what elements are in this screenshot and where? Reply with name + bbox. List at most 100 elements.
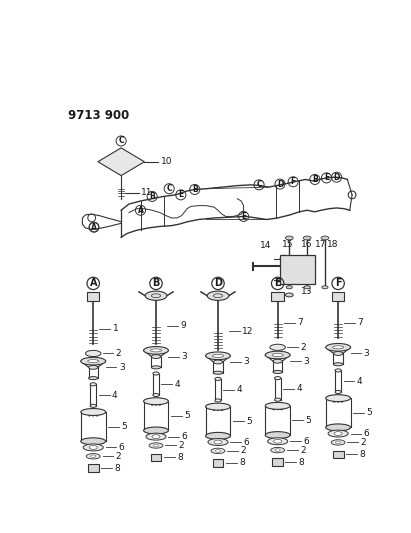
Ellipse shape [321,236,329,240]
Text: C: C [166,184,172,193]
Text: 8: 8 [177,453,182,462]
Text: 2: 2 [240,446,246,455]
Text: 3: 3 [119,363,125,372]
Ellipse shape [215,449,220,452]
Ellipse shape [86,454,100,459]
Bar [88,464,99,472]
Text: 8: 8 [299,457,305,466]
Ellipse shape [146,433,166,440]
Ellipse shape [215,399,221,402]
Ellipse shape [333,363,343,366]
Text: 2: 2 [116,452,121,461]
Text: 2: 2 [178,441,184,450]
Text: E: E [324,173,329,182]
Bar [150,454,162,461]
Ellipse shape [206,432,231,439]
Ellipse shape [90,405,96,407]
Circle shape [159,403,161,406]
Ellipse shape [143,346,169,354]
Text: 8: 8 [359,450,365,459]
Polygon shape [87,292,99,301]
Ellipse shape [274,439,282,443]
Text: E: E [275,278,281,288]
Text: 6: 6 [303,437,309,446]
Text: 5: 5 [246,417,252,426]
Ellipse shape [273,359,282,363]
Text: C: C [256,180,262,189]
Text: 18: 18 [327,240,338,248]
Ellipse shape [152,435,160,439]
Ellipse shape [206,403,231,410]
Ellipse shape [286,286,292,289]
Ellipse shape [213,360,223,364]
Text: 3: 3 [244,358,249,367]
Ellipse shape [273,370,282,374]
Circle shape [217,408,219,411]
Ellipse shape [150,349,162,352]
Bar [280,255,315,284]
Text: 4: 4 [296,384,302,393]
Ellipse shape [154,444,159,447]
Bar [212,459,224,467]
Text: 6: 6 [244,438,249,447]
Ellipse shape [214,440,222,444]
Ellipse shape [149,443,163,448]
Ellipse shape [265,351,290,359]
Text: 17: 17 [314,240,326,248]
Text: A: A [91,223,97,232]
Text: 6: 6 [364,429,369,438]
Text: B: B [192,185,198,194]
Ellipse shape [83,444,103,451]
Circle shape [92,414,95,416]
Circle shape [272,408,275,410]
Ellipse shape [332,346,344,349]
Ellipse shape [81,438,106,445]
Text: 2: 2 [300,343,306,352]
Text: B: B [149,192,155,201]
Ellipse shape [153,393,159,397]
Text: B: B [312,175,318,184]
Ellipse shape [326,343,351,351]
Polygon shape [272,292,284,301]
Text: D: D [333,173,340,182]
Text: 5: 5 [366,408,372,417]
Ellipse shape [285,293,293,297]
Ellipse shape [336,441,341,444]
Ellipse shape [322,286,328,289]
Text: E: E [241,212,246,221]
Text: 9713 900: 9713 900 [68,109,130,122]
Text: 4: 4 [175,380,180,389]
Text: 2: 2 [116,349,121,358]
Ellipse shape [207,291,229,301]
Text: 3: 3 [182,352,187,361]
Ellipse shape [89,446,97,449]
Ellipse shape [335,391,341,393]
Text: 15: 15 [282,240,293,248]
Text: 11: 11 [141,188,153,197]
Ellipse shape [270,344,285,350]
Ellipse shape [275,398,281,401]
Ellipse shape [272,353,283,357]
Text: 5: 5 [184,411,189,421]
Text: 14: 14 [260,241,272,250]
Text: 13: 13 [301,287,313,296]
Circle shape [280,408,283,410]
Text: 4: 4 [237,385,242,394]
Text: 2: 2 [360,438,366,447]
Text: B: B [152,278,160,288]
Ellipse shape [88,360,99,363]
Text: 4: 4 [357,377,363,386]
Text: 16: 16 [301,240,313,248]
Text: 3: 3 [303,357,309,366]
Polygon shape [332,292,344,301]
Text: 8: 8 [239,458,245,467]
Ellipse shape [334,432,342,435]
Text: D: D [277,180,283,189]
Ellipse shape [265,402,290,409]
Ellipse shape [143,398,169,405]
Text: 12: 12 [242,327,254,336]
Circle shape [221,408,223,411]
Ellipse shape [151,366,161,369]
Text: 9: 9 [180,321,186,330]
Ellipse shape [91,455,96,458]
